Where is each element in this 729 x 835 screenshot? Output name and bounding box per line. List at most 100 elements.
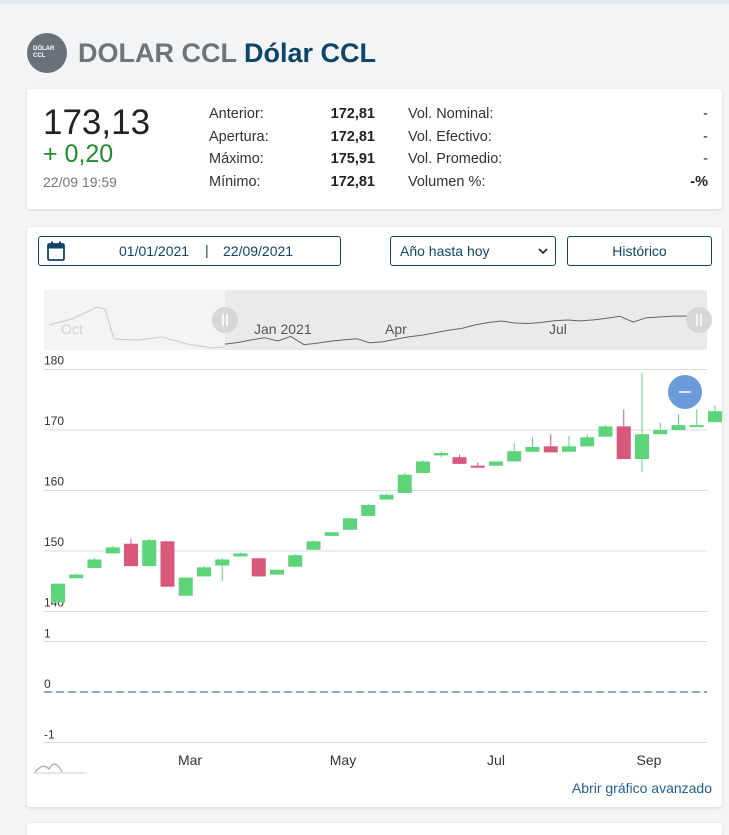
candle-body <box>580 437 595 447</box>
stat-value: 172,81 <box>330 173 375 190</box>
calendar-icon[interactable] <box>47 241 65 261</box>
candle-body <box>361 505 376 516</box>
price-tick-label: 150 <box>44 535 64 549</box>
stats-left: Anterior: 172,81 Apertura: 172,81 Máximo: 1… <box>209 106 375 196</box>
candle-body <box>708 411 722 423</box>
price-change: + 0,20 <box>43 140 114 168</box>
stat-label: Anterior: <box>209 106 264 122</box>
candle-up <box>562 436 576 452</box>
volume-tick-label: 1 <box>44 627 51 641</box>
instrument-logo: DÓLAR CCL <box>27 33 67 73</box>
candle-body <box>452 457 467 464</box>
last-price: 173,13 <box>43 103 151 142</box>
stat-value: -% <box>690 173 708 190</box>
candle-body <box>233 553 248 557</box>
candle-body <box>324 532 339 536</box>
stat-label: Volumen %: <box>408 173 486 190</box>
page-title: DOLAR CCL Dólar CCL <box>78 38 376 69</box>
candle-body <box>124 543 138 567</box>
navigator-selection <box>225 290 707 350</box>
candle-up <box>343 517 357 530</box>
navigator-past-line <box>48 306 226 349</box>
date-range-picker[interactable]: 01/01/2021 | 22/09/2021 <box>38 236 341 266</box>
candle-up <box>416 460 430 473</box>
candle-body <box>51 583 65 603</box>
candle-body <box>69 574 84 579</box>
candle-up <box>270 569 284 575</box>
date-from[interactable]: 01/01/2021 <box>119 243 190 259</box>
candle-up <box>379 493 394 500</box>
stat-value: 172,81 <box>330 106 375 122</box>
stat-value: - <box>703 151 708 167</box>
x-axis-label: May <box>330 752 356 768</box>
candle-down <box>616 409 631 460</box>
stat-label: Vol. Nominal: <box>408 106 494 122</box>
candle-up <box>51 583 65 603</box>
top-border <box>0 0 729 4</box>
candle-body <box>671 425 686 430</box>
candle-body <box>105 547 120 554</box>
navigator-line <box>224 313 700 346</box>
stat-label: Máximo: <box>209 151 264 167</box>
navigator-handle-right-knob <box>686 307 712 333</box>
navigator-label: Apr <box>385 321 407 337</box>
candle-body <box>635 434 649 460</box>
candle-up <box>489 461 503 466</box>
stat-row: Apertura: 172,81 <box>209 129 375 152</box>
candle-up <box>434 451 449 458</box>
navigator-handle-left[interactable] <box>212 307 238 333</box>
candle-body <box>379 494 394 500</box>
candle-up <box>653 422 668 435</box>
candle-body <box>215 559 230 566</box>
stat-label: Vol. Efectivo: <box>408 128 492 145</box>
advanced-chart-link[interactable]: Abrir gráfico avanzado <box>571 780 712 796</box>
candle-up <box>671 414 686 430</box>
x-axis-label: Sep <box>637 752 662 768</box>
candle-up <box>87 558 102 568</box>
candle-down <box>470 462 485 468</box>
next-card <box>27 823 722 835</box>
date-to[interactable]: 22/09/2021 <box>223 243 294 259</box>
candle-body <box>178 577 193 596</box>
historic-button[interactable]: Histórico <box>567 236 712 266</box>
candle-body <box>397 474 412 493</box>
candle-up <box>306 540 321 550</box>
candle-up <box>397 472 412 493</box>
stat-value: 175,91 <box>330 151 375 167</box>
price-tick-label: 170 <box>44 414 64 428</box>
zoom-out-button[interactable] <box>668 375 702 409</box>
candle-body <box>470 465 485 468</box>
candle-up <box>197 566 211 577</box>
candle-body <box>288 555 303 567</box>
candle-up <box>708 405 722 423</box>
stat-row: Vol. Promedio: - <box>408 151 708 174</box>
candle-body <box>160 541 175 587</box>
logo-line2: CCL <box>33 53 46 59</box>
candle-body <box>543 446 558 453</box>
candle-down <box>543 434 558 453</box>
navigator-handle-right[interactable] <box>686 307 712 333</box>
candle-up <box>507 443 522 462</box>
period-select-value: Año hasta hoy <box>400 243 490 259</box>
candle-body <box>343 518 357 530</box>
price-tick-label: 160 <box>44 475 64 489</box>
candle-up <box>215 558 230 582</box>
candle-up <box>689 409 704 428</box>
stat-label: Apertura: <box>209 128 269 145</box>
chevron-down-icon <box>538 248 548 255</box>
candle-body <box>598 426 613 437</box>
candle-down <box>251 558 266 577</box>
period-select[interactable]: Año hasta hoy <box>390 236 556 266</box>
candle-body <box>689 425 704 428</box>
instrument-header: DÓLAR CCL DOLAR CCL Dólar CCL <box>27 32 376 74</box>
candle-body <box>142 540 157 567</box>
instrument-name: Dólar CCL <box>244 37 377 68</box>
stats-right: Vol. Nominal: - Vol. Efectivo: - Vol. Prom… <box>408 106 708 196</box>
candle-up <box>361 503 376 516</box>
stat-row: Vol. Efectivo: - <box>408 129 708 152</box>
quote-timestamp: 22/09 19:59 <box>43 174 117 190</box>
instrument-symbol: DOLAR CCL <box>78 37 237 68</box>
stat-row: Máximo: 175,91 <box>209 151 375 174</box>
candle-body <box>489 461 503 466</box>
